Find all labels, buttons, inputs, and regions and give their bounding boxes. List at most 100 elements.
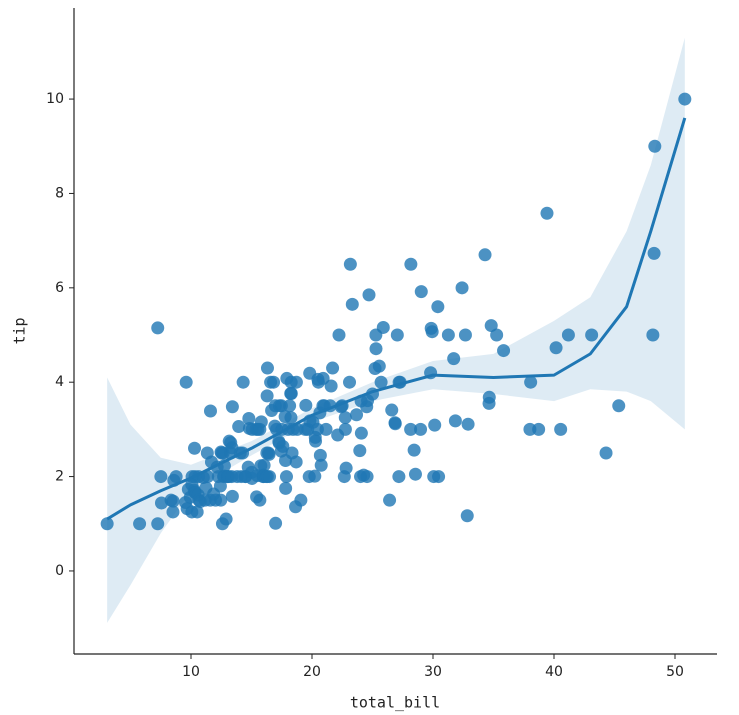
point <box>540 206 554 220</box>
point <box>482 390 496 404</box>
point <box>314 458 328 472</box>
point <box>276 439 290 453</box>
point <box>425 325 439 339</box>
point <box>353 444 367 458</box>
x-axis-title: total_bill <box>350 694 440 712</box>
point <box>428 418 442 432</box>
y-tick-label: 6 <box>55 280 64 296</box>
x-tick-label: 20 <box>303 664 321 680</box>
point <box>169 470 183 484</box>
x-tick-label: 10 <box>182 664 200 680</box>
point <box>360 470 374 484</box>
point <box>478 248 492 262</box>
y-tick-label: 8 <box>55 185 64 201</box>
point <box>260 361 274 375</box>
point <box>460 509 474 523</box>
point <box>242 412 256 426</box>
point <box>408 467 422 481</box>
point <box>374 375 388 389</box>
point <box>326 361 340 375</box>
point <box>532 422 546 436</box>
point <box>404 257 418 271</box>
point <box>263 470 277 484</box>
point <box>648 139 662 153</box>
point <box>154 470 168 484</box>
point <box>455 281 469 295</box>
point <box>289 375 303 389</box>
point <box>257 458 271 472</box>
point <box>561 328 575 342</box>
point <box>441 328 455 342</box>
point <box>404 422 418 436</box>
point <box>447 352 461 366</box>
x-tick-label: 50 <box>666 664 684 680</box>
point <box>392 470 406 484</box>
point <box>647 246 661 260</box>
point <box>432 470 446 484</box>
point <box>294 493 308 507</box>
y-tick-label: 2 <box>55 469 64 485</box>
point <box>166 494 180 508</box>
x-tick-label: 40 <box>545 664 563 680</box>
point <box>490 328 504 342</box>
point <box>289 455 303 469</box>
point <box>338 422 352 436</box>
point <box>236 375 250 389</box>
point <box>458 328 472 342</box>
point <box>309 434 323 448</box>
point <box>461 417 475 431</box>
point <box>232 420 246 434</box>
point <box>190 505 204 519</box>
point <box>549 341 563 355</box>
point <box>299 398 313 412</box>
point <box>260 389 274 403</box>
regression-line <box>106 117 687 521</box>
point <box>372 359 386 373</box>
point <box>407 443 421 457</box>
point <box>262 447 276 461</box>
point <box>343 375 357 389</box>
point <box>133 517 147 531</box>
x-tick-label: 30 <box>424 664 442 680</box>
point <box>279 470 293 484</box>
point <box>151 321 165 335</box>
point <box>585 328 599 342</box>
point <box>151 517 165 531</box>
point <box>497 344 511 358</box>
point <box>350 408 364 422</box>
point <box>362 288 376 302</box>
point <box>431 300 445 314</box>
point <box>253 493 267 507</box>
point <box>203 404 217 418</box>
y-tick-label: 10 <box>46 91 64 107</box>
point <box>313 448 327 462</box>
point <box>354 426 368 440</box>
point <box>612 399 626 413</box>
plot-area <box>100 37 692 623</box>
point <box>319 422 333 436</box>
point <box>414 422 428 436</box>
point <box>254 415 268 429</box>
y-tick-label: 4 <box>55 374 64 390</box>
point <box>385 403 399 417</box>
point <box>201 470 215 484</box>
point <box>279 481 293 495</box>
point <box>267 375 281 389</box>
point <box>283 399 297 413</box>
point <box>332 328 346 342</box>
point <box>484 319 498 333</box>
point <box>388 417 402 431</box>
point <box>225 400 239 414</box>
point <box>678 92 692 106</box>
confidence-band <box>107 37 685 623</box>
point <box>383 493 397 507</box>
point <box>284 411 298 425</box>
y-tick-label: 0 <box>55 563 64 579</box>
point <box>339 461 353 475</box>
point <box>554 422 568 436</box>
point <box>225 489 239 503</box>
point <box>343 257 357 271</box>
point <box>599 446 613 460</box>
y-axis-title: tip <box>11 317 29 344</box>
